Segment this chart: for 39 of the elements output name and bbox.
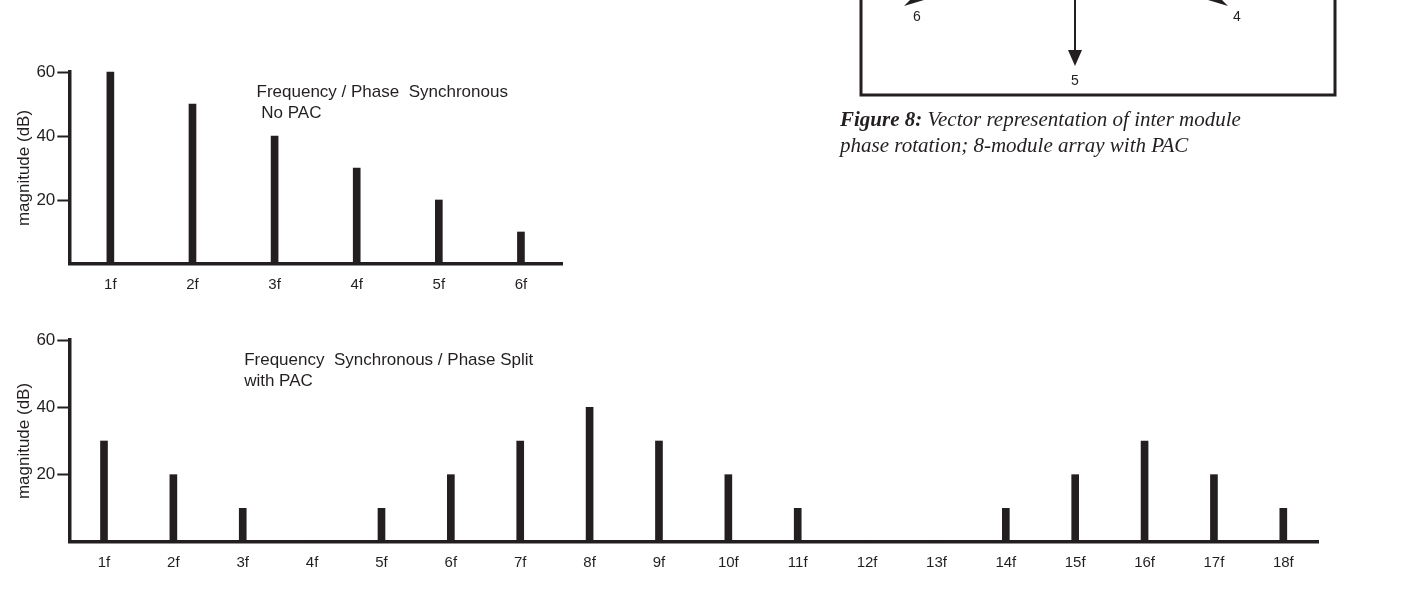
y-tick-label: 40 (36, 125, 56, 145)
x-tick-label: 3f (236, 553, 250, 571)
annotation: No PAC (256, 102, 322, 122)
x-tick-label: 11f (787, 553, 809, 571)
x-tick-label: 10f (717, 553, 740, 571)
x-tick-label: 5f (432, 275, 446, 293)
annotation: with PAC (243, 371, 313, 391)
y-tick-label: 40 (36, 397, 56, 417)
x-tick-label: 16f (1134, 553, 1156, 571)
text: phase rotation; 8-module array with PAC (840, 133, 1189, 157)
x-tick-label: 3f (268, 275, 282, 293)
x-tick-label: 4f (350, 275, 364, 293)
x-tick-label: 4f (305, 553, 320, 571)
x-tick-label: 5f (375, 553, 389, 571)
x-tick-label: 18f (1272, 553, 1295, 571)
x-tick-label: 8f (583, 553, 597, 571)
x-tick-label: 9f (652, 553, 667, 571)
x-tick-label: 12f (856, 553, 879, 571)
x-tick-label: 1f (97, 553, 112, 571)
x-tick-label: 1f (104, 275, 118, 293)
y-axis-title: magnitude (dB) (13, 109, 33, 227)
annotation: Frequency / Phase Synchronous (256, 81, 508, 101)
x-tick-label: 14f (995, 553, 1018, 571)
x-tick-label: 17f (1203, 553, 1226, 571)
x-tick-label: 6f (444, 553, 458, 571)
annotation: Frequency Synchronous / Phase Split (244, 350, 534, 370)
x-tick-label: 13f (926, 553, 948, 571)
y-tick-label: 60 (36, 61, 56, 81)
y-tick-label: 20 (36, 189, 56, 209)
x-tick-label: 15f (1064, 553, 1087, 571)
caption: Figure 8: (840, 107, 923, 131)
x-tick-label: 2f (186, 275, 200, 293)
y-tick-label: 20 (36, 464, 56, 484)
y-tick-label: 60 (36, 329, 56, 349)
y-axis-title: magnitude (dB) (13, 382, 33, 500)
x-tick-label: 6f (514, 275, 529, 293)
x-tick-label: 7f (513, 553, 528, 571)
text: Vector representation of inter module (927, 107, 1241, 131)
x-tick-label: 2f (167, 553, 181, 571)
